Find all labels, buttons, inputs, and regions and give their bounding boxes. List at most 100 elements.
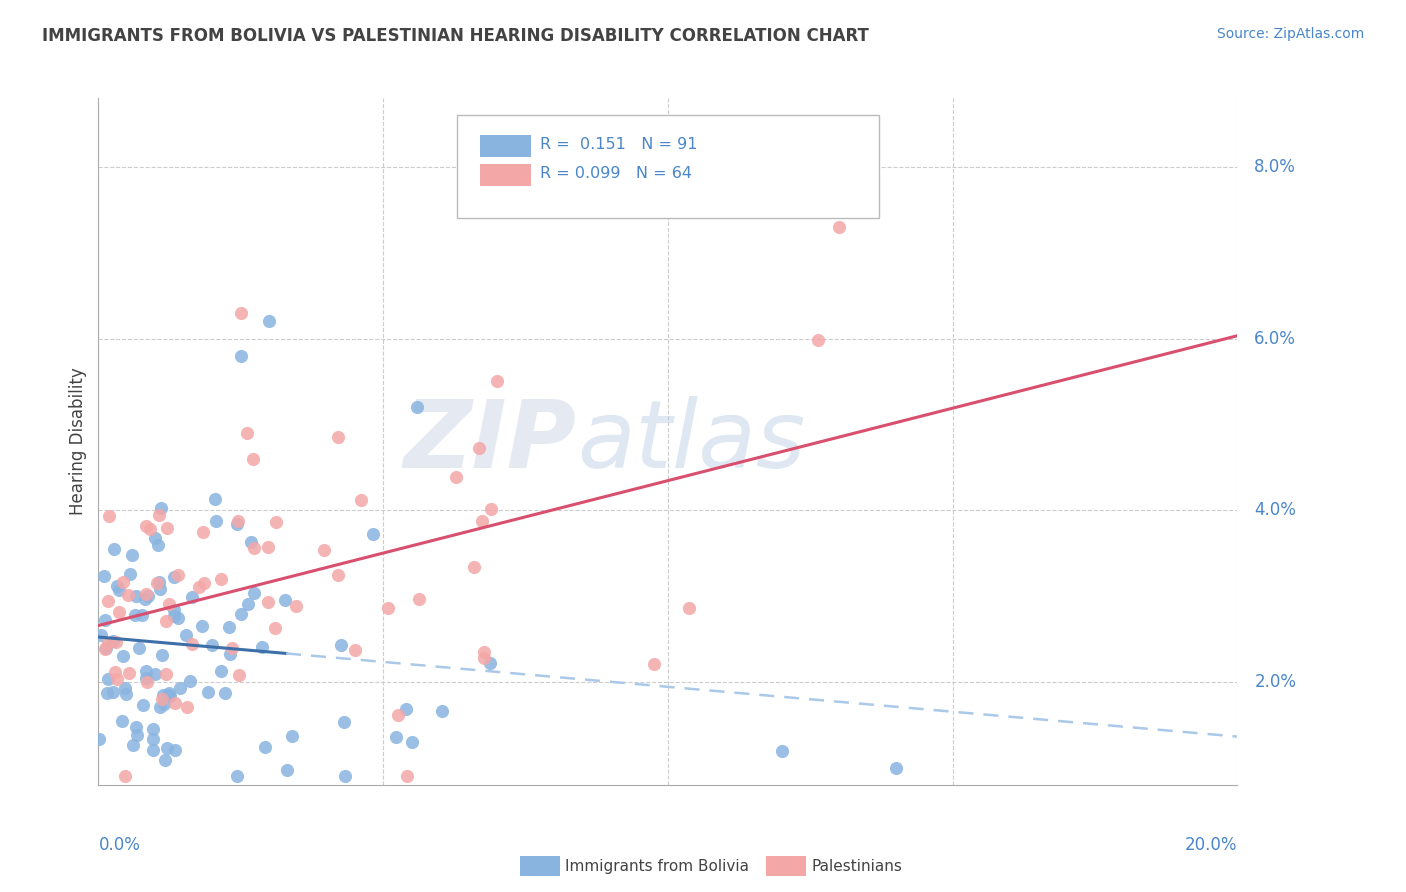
Point [333,714,356,729]
Point [259,314,281,328]
FancyBboxPatch shape [457,115,879,219]
Point [444,469,467,483]
Point [226,514,249,528]
Point [132,698,155,713]
Point [117,588,139,602]
Point [190,619,212,633]
Point [226,517,249,532]
Point [115,688,138,702]
Point [205,514,228,528]
Text: 8.0%: 8.0% [1254,158,1296,176]
Point [486,375,509,389]
Point [155,741,177,756]
Text: 2.0%: 2.0% [1254,673,1296,691]
Point [105,635,128,649]
Point [361,527,384,541]
Point [229,607,252,621]
Point [643,657,665,671]
Point [395,769,418,783]
Text: Source: ZipAtlas.com: Source: ZipAtlas.com [1216,27,1364,41]
Point [97,593,120,607]
Point [96,685,118,699]
Point [135,671,157,685]
Text: R = 0.099   N = 64: R = 0.099 N = 64 [540,166,692,181]
Point [142,722,165,736]
Point [385,730,408,744]
Point [159,686,181,700]
Point [120,566,142,581]
Point [125,720,148,734]
Point [401,735,423,749]
Point [242,451,264,466]
Point [350,493,373,508]
Text: 4.0%: 4.0% [1254,501,1296,519]
Point [121,548,143,562]
Point [150,500,173,515]
Point [135,519,157,533]
Point [193,576,215,591]
Point [153,697,176,711]
Point [326,568,349,582]
Point [105,673,128,687]
Point [136,589,159,603]
Point [263,621,285,635]
Point [209,572,232,586]
Point [112,574,135,589]
Point [387,707,409,722]
Point [153,753,176,767]
Point [150,692,173,706]
Point [770,744,793,758]
Point [312,542,335,557]
Point [326,430,349,444]
Point [284,599,307,614]
Point [408,592,430,607]
Point [174,628,197,642]
Text: atlas: atlas [576,396,806,487]
Point [228,667,250,681]
Point [97,672,120,686]
Point [191,524,214,539]
Point [463,559,485,574]
Point [142,742,165,756]
Point [155,667,177,681]
Point [257,594,280,608]
Point [163,743,186,757]
Text: Immigrants from Bolivia: Immigrants from Bolivia [565,859,749,873]
Point [236,425,259,440]
Point [219,647,242,661]
Point [166,610,188,624]
Point [238,598,260,612]
Point [149,700,172,714]
Point [254,739,277,754]
Point [250,640,273,655]
Point [333,769,356,783]
Point [143,531,166,545]
Point [118,666,141,681]
Point [214,686,236,700]
Point [678,601,700,615]
Point [135,587,157,601]
Point [163,569,186,583]
Point [149,582,172,596]
Point [240,535,263,549]
FancyBboxPatch shape [479,164,531,186]
Point [156,689,179,703]
Point [807,333,830,347]
Point [218,619,240,633]
Point [169,681,191,696]
Point [474,645,496,659]
Text: R =  0.151   N = 91: R = 0.151 N = 91 [540,137,697,153]
Point [134,592,156,607]
Point [131,608,153,623]
Point [166,568,188,582]
Point [146,576,169,591]
Point [377,600,399,615]
Point [103,541,125,556]
Point [111,714,134,729]
Point [264,516,287,530]
Point [187,580,209,594]
Point [181,590,204,604]
Point [111,649,134,664]
Point [124,607,146,622]
Point [150,648,173,662]
